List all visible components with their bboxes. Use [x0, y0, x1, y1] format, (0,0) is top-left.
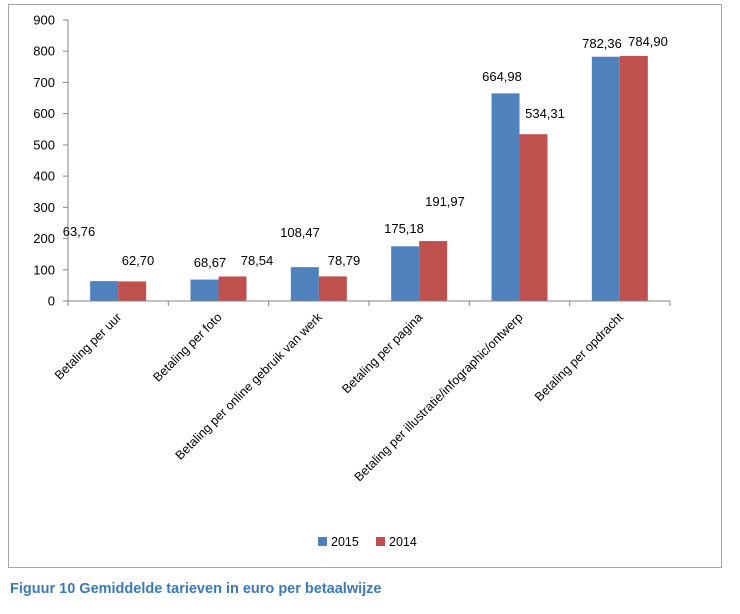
y-tick-label: 800: [33, 44, 55, 59]
data-label-2015-3: 108,47: [280, 225, 320, 240]
y-tick-label: 300: [33, 200, 55, 215]
bar-2014-1: [118, 281, 147, 301]
y-tick-label: 600: [33, 106, 55, 121]
category-label-6: Betaling per opdracht: [532, 310, 626, 404]
data-label-2015-6: 782,36: [582, 36, 622, 51]
legend-swatch-2014: [376, 537, 385, 546]
category-label-4: Betaling per pagina: [339, 310, 425, 396]
bar-2015-3: [290, 267, 319, 301]
data-label-2015-2: 68,67: [194, 255, 227, 270]
bar-2015-6: [591, 56, 620, 301]
y-tick-label: 500: [33, 137, 55, 152]
bar-2015-5: [491, 93, 520, 301]
y-tick-label: 200: [33, 231, 55, 246]
data-label-2014-4: 191,97: [425, 194, 465, 209]
data-label-2014-5: 534,31: [525, 106, 565, 121]
bar-2015-4: [391, 246, 420, 301]
figure-caption: Figuur 10 Gemiddelde tarieven in euro pe…: [10, 581, 382, 597]
data-label-2014-2: 78,54: [241, 253, 274, 268]
category-label-2: Betaling per foto: [150, 310, 224, 384]
data-label-2014-1: 62,70: [122, 253, 155, 268]
legend-label-2014: 2014: [389, 535, 417, 549]
y-tick-label: 900: [33, 13, 55, 28]
category-label-1: Betaling per uur: [52, 310, 124, 382]
y-tick-label: 0: [48, 294, 55, 309]
y-tick-label: 700: [33, 75, 55, 90]
data-label-2014-6: 784,90: [628, 34, 668, 49]
bar-2015-1: [90, 281, 119, 301]
data-label-2014-3: 78,79: [328, 253, 361, 268]
bar-2014-2: [218, 276, 247, 301]
legend-label-2015: 2015: [331, 535, 359, 549]
bar-2015-2: [190, 279, 219, 301]
legend-swatch-2015: [318, 537, 327, 546]
y-tick-label: 100: [33, 262, 55, 277]
category-label-5: Betaling per illustratie/infographic/ont…: [352, 310, 526, 484]
y-tick-label: 400: [33, 169, 55, 184]
bar-2014-5: [519, 134, 548, 301]
data-label-2015-4: 175,18: [384, 221, 424, 236]
data-label-2015-5: 664,98: [482, 69, 522, 84]
bar-2014-3: [318, 276, 347, 301]
bar-2014-4: [419, 241, 448, 301]
bar-2014-6: [619, 55, 648, 301]
data-label-2015-1: 63,76: [63, 224, 96, 239]
